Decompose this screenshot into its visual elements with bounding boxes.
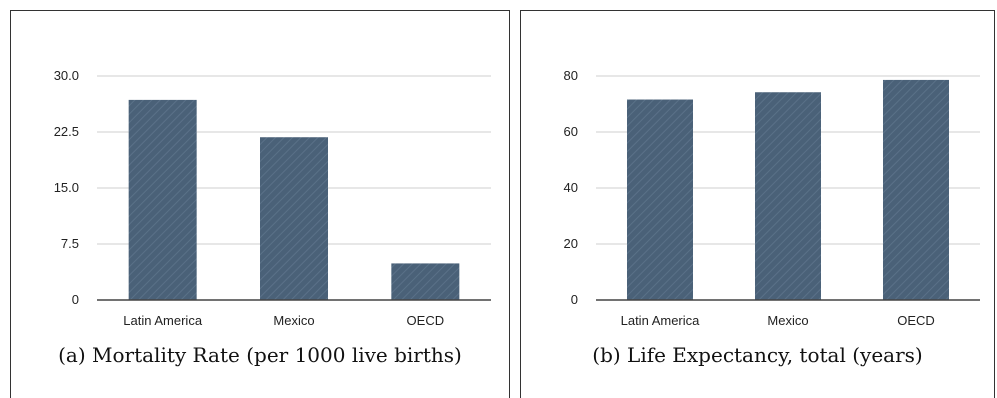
y-tick-label: 15.0 <box>54 180 79 195</box>
bar-oecd <box>391 263 460 300</box>
y-tick-label: 60 <box>564 124 578 139</box>
x-category-label: Mexico <box>273 313 314 328</box>
x-category-label: Mexico <box>767 313 808 328</box>
bar-oecd <box>883 79 949 300</box>
bar-mexico <box>260 137 328 300</box>
y-tick-label: 40 <box>564 180 578 195</box>
chart-mortality-rate: 0 7.5 15.0 22.5 30.0 Latin America Mexico OECD <box>54 68 491 328</box>
y-tick-label: 20 <box>564 236 578 251</box>
caption-mortality-rate: (a) Mortality Rate (per 1000 live births… <box>58 343 462 367</box>
y-tick-label: 0 <box>72 292 79 307</box>
y-tick-label: 7.5 <box>61 236 79 251</box>
y-tick-label: 80 <box>564 68 578 83</box>
panel-life-expectancy: 0 20 40 60 80 Latin America Mexico OECD (b) Lif… <box>520 10 995 398</box>
x-category-label: Latin America <box>123 313 203 328</box>
bar-latin-america <box>128 99 197 300</box>
y-tick-label: 30.0 <box>54 68 79 83</box>
caption-life-expectancy: (b) Life Expectancy, total (years) <box>592 343 923 367</box>
bar-mexico <box>755 92 821 301</box>
panel-mortality-rate: 0 7.5 15.0 22.5 30.0 Latin America Mexico OECD … <box>10 10 510 398</box>
x-category-label: OECD <box>897 313 935 328</box>
chart-life-expectancy: 0 20 40 60 80 Latin America Mexico OECD <box>564 68 980 328</box>
x-category-label: Latin America <box>621 313 701 328</box>
y-tick-label: 22.5 <box>54 124 79 139</box>
bar-latin-america <box>627 99 693 301</box>
y-tick-label: 0 <box>571 292 578 307</box>
x-category-label: OECD <box>407 313 445 328</box>
